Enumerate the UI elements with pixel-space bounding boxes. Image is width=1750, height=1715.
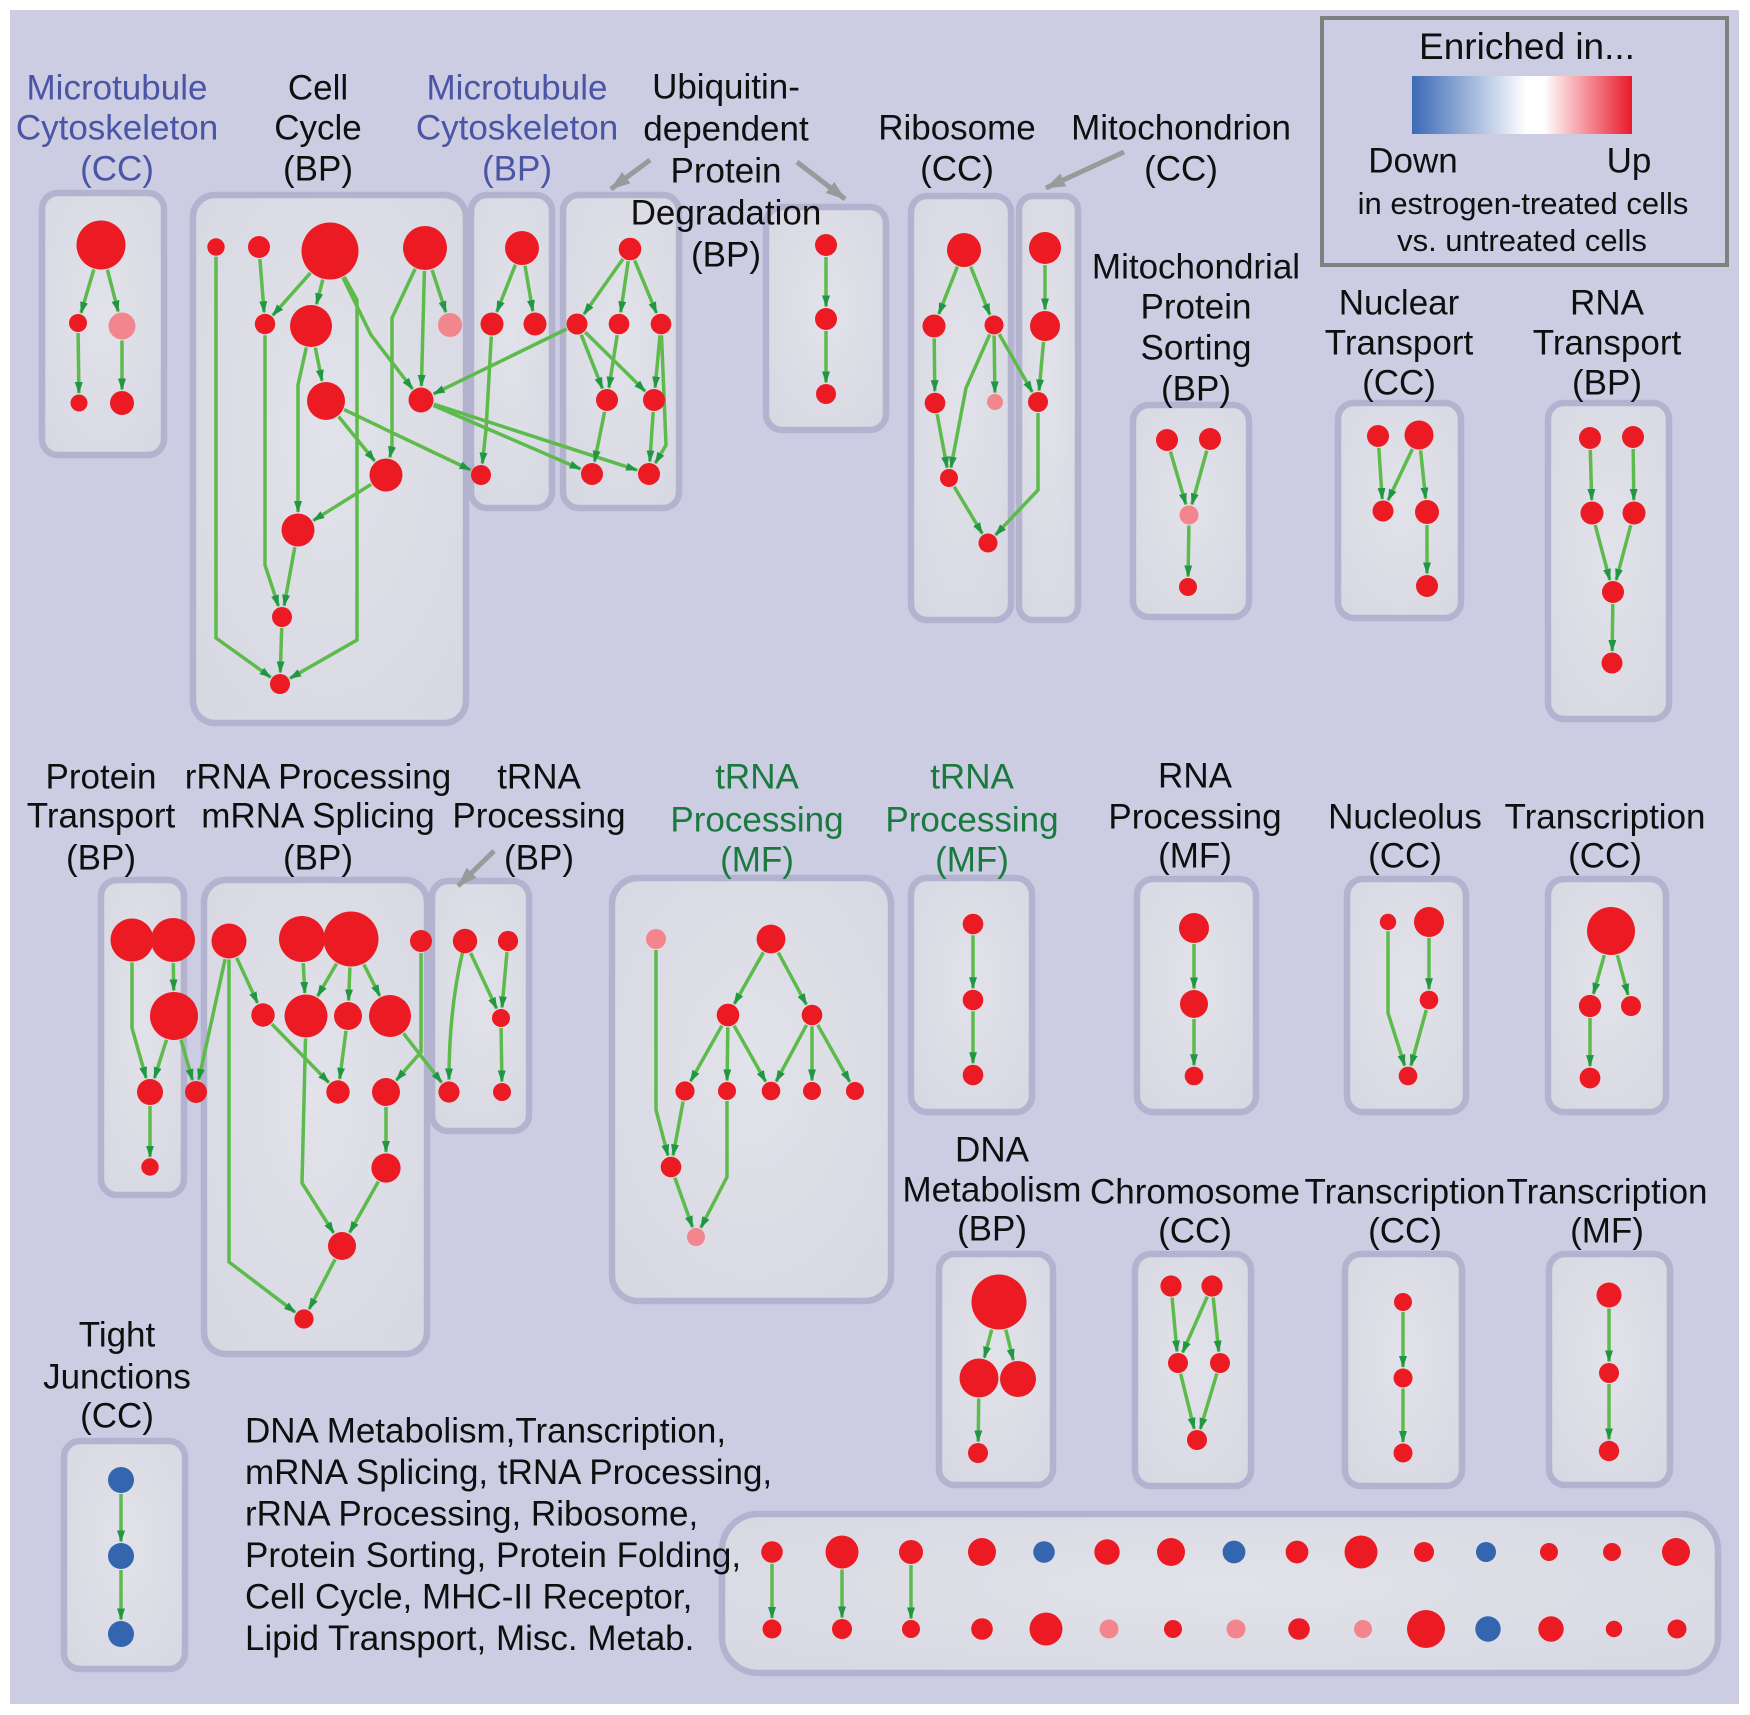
- svg-text:Tight: Tight: [79, 1315, 156, 1354]
- svg-text:Cell Cycle, MHC-II Receptor,: Cell Cycle, MHC-II Receptor,: [245, 1577, 692, 1616]
- svg-text:Sorting: Sorting: [1141, 328, 1252, 367]
- svg-text:Transcription: Transcription: [1507, 1172, 1708, 1211]
- svg-text:Microtubule: Microtubule: [427, 68, 608, 107]
- svg-text:Mitochondrial: Mitochondrial: [1092, 247, 1300, 286]
- svg-text:Transport: Transport: [1325, 323, 1474, 362]
- svg-text:mRNA Splicing, tRNA Processing: mRNA Splicing, tRNA Processing,: [245, 1453, 772, 1492]
- svg-text:rRNA Processing: rRNA Processing: [185, 757, 451, 796]
- svg-text:Mitochondrion: Mitochondrion: [1071, 108, 1291, 147]
- svg-text:Cell: Cell: [288, 68, 348, 107]
- svg-text:vs. untreated cells: vs. untreated cells: [1397, 223, 1647, 258]
- svg-text:in estrogen-treated cells: in estrogen-treated cells: [1358, 186, 1689, 221]
- svg-text:(BP): (BP): [1161, 369, 1231, 408]
- svg-text:Metabolism: Metabolism: [903, 1170, 1082, 1209]
- svg-text:Protein Sorting, Protein Foldi: Protein Sorting, Protein Folding,: [245, 1536, 741, 1575]
- svg-text:(BP): (BP): [957, 1209, 1027, 1248]
- svg-text:Chromosome: Chromosome: [1090, 1172, 1300, 1211]
- svg-text:Down: Down: [1368, 141, 1457, 180]
- svg-text:Transport: Transport: [1533, 323, 1682, 362]
- svg-text:Nucleolus: Nucleolus: [1328, 797, 1482, 836]
- svg-text:(BP): (BP): [66, 838, 136, 877]
- svg-text:DNA Metabolism,Transcription,: DNA Metabolism,Transcription,: [245, 1411, 726, 1450]
- svg-text:tRNA: tRNA: [930, 757, 1014, 796]
- svg-text:Processing: Processing: [670, 800, 843, 839]
- svg-text:Transcription: Transcription: [1305, 1172, 1506, 1211]
- svg-text:(MF): (MF): [1570, 1211, 1644, 1250]
- svg-text:(BP): (BP): [1572, 363, 1642, 402]
- svg-text:DNA: DNA: [955, 1130, 1030, 1169]
- svg-text:Processing: Processing: [452, 796, 625, 835]
- svg-text:Ribosome: Ribosome: [878, 108, 1036, 147]
- svg-text:(MF): (MF): [720, 840, 794, 879]
- svg-text:(CC): (CC): [1368, 1211, 1442, 1250]
- svg-text:Enriched in...: Enriched in...: [1419, 26, 1635, 67]
- svg-text:Up: Up: [1607, 141, 1652, 180]
- svg-text:Protein: Protein: [671, 151, 782, 190]
- svg-text:(CC): (CC): [1144, 149, 1218, 188]
- svg-text:(CC): (CC): [920, 149, 994, 188]
- svg-text:RNA: RNA: [1158, 756, 1233, 795]
- svg-text:(BP): (BP): [283, 149, 353, 188]
- svg-text:(CC): (CC): [1158, 1211, 1232, 1250]
- svg-text:Protein: Protein: [46, 757, 157, 796]
- svg-text:RNA: RNA: [1570, 283, 1645, 322]
- svg-text:Transcription: Transcription: [1505, 797, 1706, 836]
- svg-text:(CC): (CC): [1368, 836, 1442, 875]
- svg-text:Cytoskeleton: Cytoskeleton: [416, 108, 618, 147]
- svg-text:rRNA Processing, Ribosome,: rRNA Processing, Ribosome,: [245, 1494, 698, 1533]
- svg-text:Degradation: Degradation: [631, 193, 822, 232]
- svg-text:(CC): (CC): [80, 149, 154, 188]
- svg-text:dependent: dependent: [643, 109, 809, 148]
- svg-text:Cytoskeleton: Cytoskeleton: [16, 108, 218, 147]
- svg-text:(BP): (BP): [482, 149, 552, 188]
- svg-text:mRNA Splicing: mRNA Splicing: [201, 796, 434, 835]
- svg-text:Processing: Processing: [1108, 797, 1281, 836]
- svg-text:(CC): (CC): [1362, 363, 1436, 402]
- svg-text:(BP): (BP): [691, 235, 761, 274]
- svg-text:Transport: Transport: [27, 796, 176, 835]
- svg-text:(BP): (BP): [283, 838, 353, 877]
- svg-text:Protein: Protein: [1141, 287, 1252, 326]
- svg-text:Ubiquitin-: Ubiquitin-: [652, 67, 800, 106]
- svg-text:(MF): (MF): [1158, 836, 1232, 875]
- svg-text:(CC): (CC): [80, 1396, 154, 1435]
- svg-text:Junctions: Junctions: [43, 1357, 191, 1396]
- svg-text:(BP): (BP): [504, 838, 574, 877]
- svg-text:tRNA: tRNA: [715, 757, 799, 796]
- svg-text:tRNA: tRNA: [497, 757, 581, 796]
- svg-text:Cycle: Cycle: [274, 108, 362, 147]
- svg-text:(CC): (CC): [1568, 836, 1642, 875]
- svg-text:(MF): (MF): [935, 840, 1009, 879]
- svg-text:Processing: Processing: [885, 800, 1058, 839]
- svg-text:Microtubule: Microtubule: [27, 68, 208, 107]
- svg-text:Nuclear: Nuclear: [1339, 283, 1460, 322]
- svg-text:Lipid Transport, Misc. Metab.: Lipid Transport, Misc. Metab.: [245, 1619, 694, 1658]
